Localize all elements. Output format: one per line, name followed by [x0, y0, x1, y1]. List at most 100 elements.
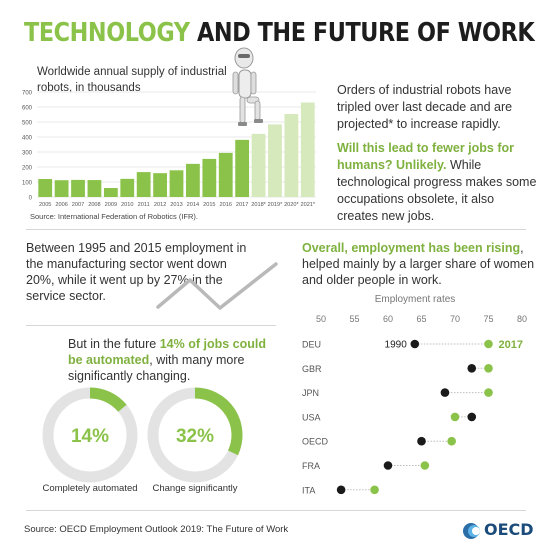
robot-x-tick: 2014 — [187, 202, 199, 208]
rising-rest: , helped mainly by a larger share of wom… — [302, 241, 535, 287]
robot-bar — [169, 170, 184, 197]
title-highlight: TECHNOLOGY — [24, 18, 190, 48]
employment-dot-2017 — [450, 412, 460, 422]
robot-bar — [235, 139, 250, 197]
oecd-logo: OECD — [462, 520, 534, 541]
employment-x-tick: 80 — [517, 314, 527, 324]
employment-sector-text: Between 1995 and 2015 employment in the … — [26, 241, 247, 303]
employment-country-label: JPN — [302, 388, 319, 398]
employment-country-label: ITA — [302, 485, 315, 495]
oecd-logo-icon — [463, 522, 480, 539]
employment-dot-1990 — [383, 461, 393, 470]
robot-x-tick: 2005 — [39, 202, 51, 208]
robot-x-tick: 2021* — [300, 202, 315, 208]
employment-dot-2017 — [447, 436, 456, 446]
employment-chart-title: Employment rates — [375, 294, 456, 305]
employment-x-tick: 60 — [383, 314, 393, 324]
robot-bar — [268, 124, 282, 197]
future-automation-text: But in the future 14% of jobs could be a… — [68, 336, 268, 384]
title-rest: AND THE FUTURE OF WORK — [196, 18, 535, 48]
robot-bar — [251, 133, 266, 197]
employment-rising-text: Overall, employment has been rising, hel… — [302, 240, 538, 288]
robot-y-tick: 200 — [22, 166, 33, 172]
divider-top — [26, 229, 526, 230]
page-title: TECHNOLOGY AND THE FUTURE OF WORK — [24, 18, 535, 48]
fewer-jobs-text: Will this lead to fewer jobs for humans?… — [337, 140, 537, 225]
divider-middle — [26, 325, 276, 326]
employment-dot-1990 — [467, 364, 477, 373]
employment-rates-chart: Employment rates 50 55 60 65 70 75 80 DEU 1990 2… — [302, 294, 527, 495]
donut-caption-change: Change significantly — [152, 483, 238, 494]
robot-bar — [103, 188, 118, 197]
divider-bottom — [26, 510, 526, 511]
employment-dot-1990 — [417, 436, 426, 446]
robot-bar — [87, 180, 102, 197]
donut-caption-automated: Completely automated — [42, 483, 138, 494]
employment-country-label: DEU — [302, 340, 321, 350]
donut-arc — [194, 387, 243, 456]
robot-y-tick: 300 — [22, 151, 33, 157]
employment-x-tick: 55 — [349, 314, 359, 324]
rising-highlight: Overall, employment has been rising — [302, 241, 521, 255]
fewer-jobs-rest: While technological progress makes some … — [337, 158, 537, 223]
robot-bar — [136, 172, 151, 197]
robot-x-tick: 2016 — [220, 202, 232, 208]
oecd-logo-text: OECD — [484, 520, 534, 539]
donut-value: 32% — [176, 426, 214, 447]
robot-x-tick: 2017 — [236, 202, 248, 208]
employment-country-label: FRA — [302, 461, 320, 471]
robot-bar — [218, 152, 233, 197]
future-highlight: 14% of jobs could be automated — [68, 337, 266, 367]
robot-bar — [120, 178, 135, 197]
future-post: , with many more significantly changing. — [68, 353, 245, 383]
fewer-jobs-question: Will this lead to fewer jobs for humans?… — [337, 141, 514, 172]
robot-x-tick: 2010 — [121, 202, 133, 208]
employment-dot-1990 — [440, 388, 450, 397]
robot-bar — [300, 102, 315, 197]
footer-source: Source: OECD Employment Outlook 2019: Th… — [24, 524, 289, 535]
robot-x-tick: 2006 — [55, 202, 67, 208]
robot-y-tick: 100 — [22, 181, 33, 187]
trend-zigzag-icon — [156, 262, 278, 310]
robot-x-tick: 2015 — [203, 202, 215, 208]
robot-bar — [54, 180, 69, 197]
automation-donuts: 14% 32% — [42, 387, 243, 483]
employment-dot-1990 — [467, 412, 477, 422]
legend-1990: 1990 — [385, 340, 408, 351]
employment-dot-2017 — [484, 339, 493, 349]
employment-x-tick: 70 — [450, 314, 460, 324]
robot-x-tick: 2009 — [105, 202, 117, 208]
robot-chart-label: Worldwide annual supply of industrial ro… — [37, 66, 227, 94]
orders-text: Orders of industrial robots have tripled… — [337, 83, 513, 131]
employment-country-label: USA — [302, 412, 321, 422]
robot-bar — [38, 179, 53, 197]
employment-x-tick: 50 — [316, 314, 326, 324]
employment-dot-2017 — [484, 364, 493, 373]
employment-country-label: GBR — [302, 364, 322, 374]
robot-bar — [71, 179, 85, 197]
donut-value: 14% — [71, 426, 109, 447]
robot-x-tick: 2020* — [284, 202, 299, 208]
robot-x-tick: 2019* — [268, 202, 283, 208]
robot-x-tick: 2011 — [138, 202, 150, 208]
employment-dot-2017 — [370, 485, 379, 495]
employment-dot-1990 — [410, 339, 420, 349]
robot-y-tick: 600 — [22, 106, 33, 112]
employment-x-tick: 75 — [483, 314, 493, 324]
robot-bar — [186, 163, 200, 197]
robot-bar — [202, 158, 217, 197]
robot-x-tick: 2008 — [88, 202, 100, 208]
robot-x-tick: 2012 — [154, 202, 166, 208]
robot-x-tick: 2007 — [72, 202, 84, 208]
employment-x-tick: 65 — [416, 314, 426, 324]
legend-2017: 2017 — [499, 339, 523, 351]
robot-y-tick: 500 — [22, 121, 33, 127]
future-pre: But in the future — [68, 337, 160, 351]
donut-arc — [89, 387, 127, 412]
robot-y-tick: 700 — [22, 91, 33, 97]
robot-x-tick: 2013 — [170, 202, 182, 208]
robot-chart-source: Source: International Federation of Robo… — [30, 212, 198, 221]
employment-country-label: OECD — [302, 437, 329, 447]
robot-bar — [284, 114, 299, 197]
robot-y-tick: 400 — [22, 136, 33, 142]
